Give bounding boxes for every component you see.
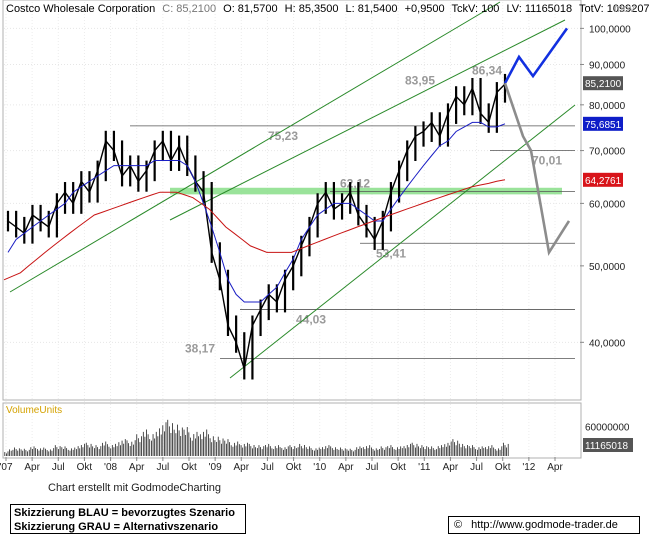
level-label: 86,34 [472,64,502,78]
price-panel [2,0,582,401]
y-tick-label: 70,0000 [589,147,626,158]
level-label: 70,01 [532,154,562,168]
x-tick-label: Jul [261,462,274,473]
sma-short-line [7,121,506,303]
y-tick-label: 50,0000 [589,262,626,273]
x-tick-label: '08 [104,462,117,473]
header-totv: TotV: 1099207 [579,3,650,15]
header-cut: mov [614,3,635,15]
x-tick-label: '09 [209,462,222,473]
volume-last-label: 11165018 [585,441,628,452]
scenario-arrows [503,27,571,256]
level-label: 44,03 [296,312,326,326]
support-zone [170,187,562,195]
legend-blue: Skizzierung BLAU = bevorzugtes Szenario [14,507,235,519]
price-label-box [583,116,623,131]
x-tick-label: Okt [181,462,197,473]
price-label-text: 75,6851 [585,120,622,131]
x-tick-label: Apr [338,462,354,473]
y-tick-label: 90,0000 [589,60,626,71]
x-tick-label: Jul [52,462,65,473]
price-label-box [583,172,623,187]
x-axis: '07 Apr Jul Okt '08 Apr Jul Okt '09 Apr Jul Okt '10 A… [0,457,563,473]
x-tick-label: '10 [313,462,326,473]
header-open: O: 81,5700 [223,3,277,15]
x-tick-label: Apr [24,462,40,473]
sma-long-line [3,179,506,281]
channel-line [169,19,566,221]
copyright-icon: © [454,519,463,531]
y-tick-label: 80,0000 [589,101,626,112]
price-label-box [583,76,623,91]
header-change: +0,9500 [405,3,445,15]
scenario-legend: Skizzierung BLAU = bevorzugtes Szenario … [10,504,246,534]
level-label: 62,12 [340,176,370,190]
price-series [6,73,507,380]
trend-channel [9,1,576,379]
price-labels: 11165018 85,2100 75,6851 64,2761 [583,76,633,452]
x-tick-label: Jul [366,462,379,473]
price-label-text: 64,2761 [585,176,622,187]
level-label: 38,17 [185,341,215,355]
x-tick-label: Apr [129,462,145,473]
volume-last-box [583,438,633,452]
price-label-text: 85,2100 [585,79,622,90]
chart-credit: Chart erstellt mit GodmodeCharting [48,482,222,494]
volume-title: VolumeUnits [6,405,62,416]
y-tick-label: 60,0000 [589,199,626,210]
x-tick-label: Apr [443,462,459,473]
grid [4,2,580,457]
x-tick-label: '12 [522,462,535,473]
instrument-name: Costco Wholesale Corporation [6,3,155,15]
x-tick-label: '07 [0,462,13,473]
level-label: 83,95 [405,73,435,87]
series-group [3,73,507,380]
level-label: 53,41 [376,246,406,260]
y-tick-label: 40,0000 [589,338,626,349]
header-low: L: 81,5400 [346,3,398,15]
price-chart: 86,34 83,95 75,23 70,01 62,12 53,41 44,03 38,17… [0,0,650,473]
header-high: H: 85,3500 [285,3,339,15]
horizontal-levels: 86,34 83,95 75,23 70,01 62,12 53,41 44,03 38,17 [130,64,575,359]
grey-scenario-line [503,82,571,256]
y-axis: 100,0000 90,0000 80,0000 70,0000 60,0000 50,0… [580,24,631,433]
legend-grey: Skizzierung GRAU = Alternativszenario [14,521,219,533]
support-zone-band [170,187,562,195]
volume-bars [4,419,509,456]
x-tick-label: '11 [418,462,431,473]
volume-panel [2,402,582,459]
x-tick-label: Jul [156,462,169,473]
x-tick-label: Apr [547,462,563,473]
chart-header: Costco Wholesale Corporation C: 85,2100 … [6,3,650,15]
header-tckv: TckV: 100 [452,3,500,15]
level-label: 75,23 [268,129,298,143]
x-tick-label: Okt [77,462,93,473]
source-url[interactable]: http://www.godmode-trader.de [471,519,618,531]
y-tick-label: 100,0000 [589,24,631,35]
volume-tick-label: 60000000 [585,422,630,433]
source-link[interactable]: © http://www.godmode-trader.de [448,516,640,534]
channel-line [229,104,576,379]
blue-scenario-line [503,27,569,84]
x-tick-label: Jul [470,462,483,473]
x-tick-label: Okt [286,462,302,473]
channel-line [9,1,501,293]
header-close: C: 85,2100 [162,3,216,15]
price-line [7,83,506,370]
x-tick-label: Apr [234,462,250,473]
x-tick-label: Okt [390,462,406,473]
x-tick-label: Okt [495,462,511,473]
header-lv: LV: 11165018 [507,3,573,15]
